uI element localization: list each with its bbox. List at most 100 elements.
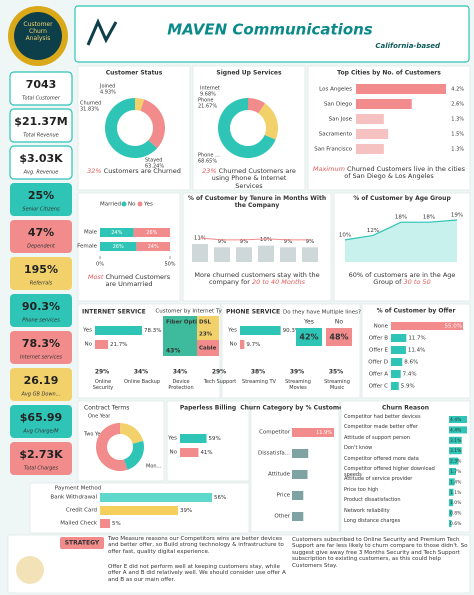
kpi-card [10,442,72,475]
column [214,247,230,262]
bar-label: 78.3% [144,328,161,334]
bar [292,428,334,437]
tile-name: DSL [199,320,212,326]
column-label: 10% [260,237,272,243]
bar-label: 1.4% [450,479,462,485]
bar-label: 1.5% [451,132,464,138]
bar-label: 4.4% [450,417,462,423]
x-tick-label: 50% [164,262,175,268]
panel-title: PHONE SERVICE [226,309,280,316]
tile [197,316,219,340]
subtitle: California-based [375,42,441,50]
text-part: Competitor offered higher download speed… [344,466,435,478]
kpi-card [9,108,73,143]
bar-label: 24% [148,244,159,250]
bar [449,457,459,465]
tile-label: 23% [199,332,213,338]
text-part: Network reliability [344,507,390,514]
bar [391,358,403,366]
bar [356,99,412,109]
bar [100,506,178,515]
kpi-label: Dependent [27,244,56,250]
bar [449,520,452,527]
x-tick-label: 0% [96,262,104,268]
strategy-point: Two Measure reasons our Competitors wins… [108,536,286,555]
row-name: Offer C [369,384,389,390]
addon-value: 34% [134,369,148,376]
panel-title: % of Customer by Offer [377,308,456,315]
donut-segment [248,98,266,114]
text-part: More churned customers stay with the com… [194,271,320,287]
text: Maximum Churned Customers live in the ci… [312,165,466,181]
row-name: Offer E [369,348,389,354]
bar [95,326,142,335]
donut-segment [120,423,144,444]
point-label: 10% [339,232,351,238]
bar-segment [133,228,170,237]
bar-label: 2.6% [451,102,464,108]
text-part: Long distance charges [344,518,401,524]
bar [180,434,207,443]
text-part: Online Security [92,379,114,391]
panel-title: Customer by Internet Type [155,309,229,315]
kpi-card [10,368,72,401]
text-part: Two Measure reasons our Competitors wins… [108,536,284,555]
panel-title: INTERNET SERVICE [82,309,146,316]
text-part: Customer Churn Analysis [23,21,53,42]
bar-label: 3.1% [450,448,462,454]
panel [77,65,191,191]
row-name: No [85,342,93,348]
bar [449,488,454,496]
reason-name: Competitor offered more data [344,456,444,463]
panel [340,400,471,533]
text-part: % of Customer by Age Group [353,195,451,202]
segment-label: 9.68% [200,92,216,98]
bar-label: 1.1% [450,490,462,496]
kpi-label: Avg GB Down... [21,392,61,398]
row-name: Yes [167,436,177,442]
donut-segment [258,103,278,140]
bar-label: 56% [214,495,226,501]
donut-segment [124,441,145,470]
kpi-card [10,257,72,290]
point-label: 19% [451,213,463,219]
bar [292,470,308,479]
kpi-label: Total Customer [22,96,61,102]
bar-label: 21.7% [110,342,127,348]
strategy-panel [7,534,471,594]
text: More churned customers stay with the com… [187,271,327,287]
addon-value: 34% [173,369,187,376]
bar [100,519,110,528]
panel-title: Top Cities by No. of Customers [337,70,441,77]
text-part: Competitor made better offer [344,424,418,431]
addon-name: Online Security [84,379,122,392]
kpi-value: 195% [24,263,58,276]
tile [197,340,219,356]
segment-name: Stayed [145,158,162,164]
segment-label: 63.24% [145,164,164,170]
legend-item: Yes [143,202,153,208]
bar [391,382,399,390]
segment-name: Internet [200,86,220,92]
addon-name: Online Backup [123,379,161,386]
kpi-label: Internet services [20,355,62,361]
bar [100,493,212,502]
segment-name: Phone ... [198,153,220,159]
row-name: Offer B [369,336,389,342]
donut-segment [135,98,145,111]
column-label: 9% [284,239,293,245]
column [192,244,208,262]
kpi-value: $2.73K [19,448,63,461]
icon [16,556,44,584]
donut-segment [96,423,128,471]
reason-name: Attitude of service provider [344,477,444,483]
kpi-card [10,220,72,253]
text-part: Attitude of support person [344,434,410,441]
kpi-value: 90.3% [22,300,60,313]
bar [449,478,455,486]
bar-label: 59% [209,436,221,442]
text-part: Maximum [312,165,345,173]
tile [326,328,352,346]
addon-name: Device Protection [162,379,200,392]
kpi-label: Total Revenue [23,133,59,139]
